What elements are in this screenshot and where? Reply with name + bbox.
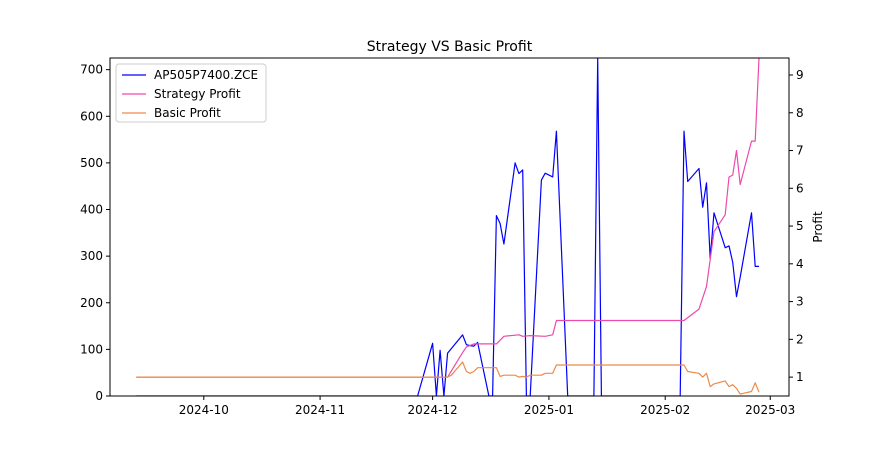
- right-tick-label: 1: [796, 370, 804, 384]
- legend: AP505P7400.ZCE Strategy Profit Basic Profi…: [115, 63, 267, 123]
- series-line-strategy-profit: [136, 58, 760, 378]
- left-y-axis: 0 100 200 300 400 500 600 700: [80, 63, 110, 403]
- right-y-axis: 1 2 3 4 5 6 7 8 9: [789, 68, 804, 384]
- right-tick-label: 2: [796, 332, 804, 346]
- x-tick-label: 2025-01: [524, 403, 574, 417]
- plot-frame: [109, 57, 790, 397]
- left-tick-label: 500: [80, 156, 103, 170]
- series-layer: [136, 58, 760, 396]
- series-line-ap505p7400-zce: [136, 58, 759, 396]
- x-tick-label: 2024-12: [408, 403, 458, 417]
- legend-box: [115, 63, 267, 123]
- right-tick-label: 6: [796, 181, 804, 195]
- x-tick-label: 2025-02: [640, 403, 690, 417]
- right-tick-label: 9: [796, 68, 804, 82]
- series-line-basic-profit: [136, 361, 760, 395]
- left-tick-label: 400: [80, 203, 103, 217]
- x-tick-label: 2025-03: [745, 403, 795, 417]
- right-tick-label: 3: [796, 295, 804, 309]
- left-tick-label: 600: [80, 109, 103, 123]
- x-tick-label: 2024-10: [179, 403, 229, 417]
- right-tick-label: 7: [796, 144, 804, 158]
- legend-label-basic-profit: Basic Profit: [154, 106, 221, 120]
- right-tick-label: 8: [796, 106, 804, 120]
- chart-title: Strategy VS Basic Profit: [367, 39, 533, 55]
- right-axis-label: Profit: [811, 211, 825, 243]
- left-tick-label: 700: [80, 63, 103, 77]
- left-tick-label: 0: [95, 389, 103, 403]
- legend-label-ap505p7400-zce: AP505P7400.ZCE: [154, 68, 258, 82]
- left-tick-label: 200: [80, 296, 103, 310]
- left-tick-label: 100: [80, 342, 103, 356]
- x-axis: 2024-10 2024-11 2024-12 2025-01 2025-02 2025-…: [179, 396, 795, 417]
- legend-label-strategy-profit: Strategy Profit: [154, 87, 241, 101]
- right-tick-label: 4: [796, 257, 804, 271]
- x-tick-label: 2024-11: [295, 403, 345, 417]
- right-tick-label: 5: [796, 219, 804, 233]
- left-tick-label: 300: [80, 249, 103, 263]
